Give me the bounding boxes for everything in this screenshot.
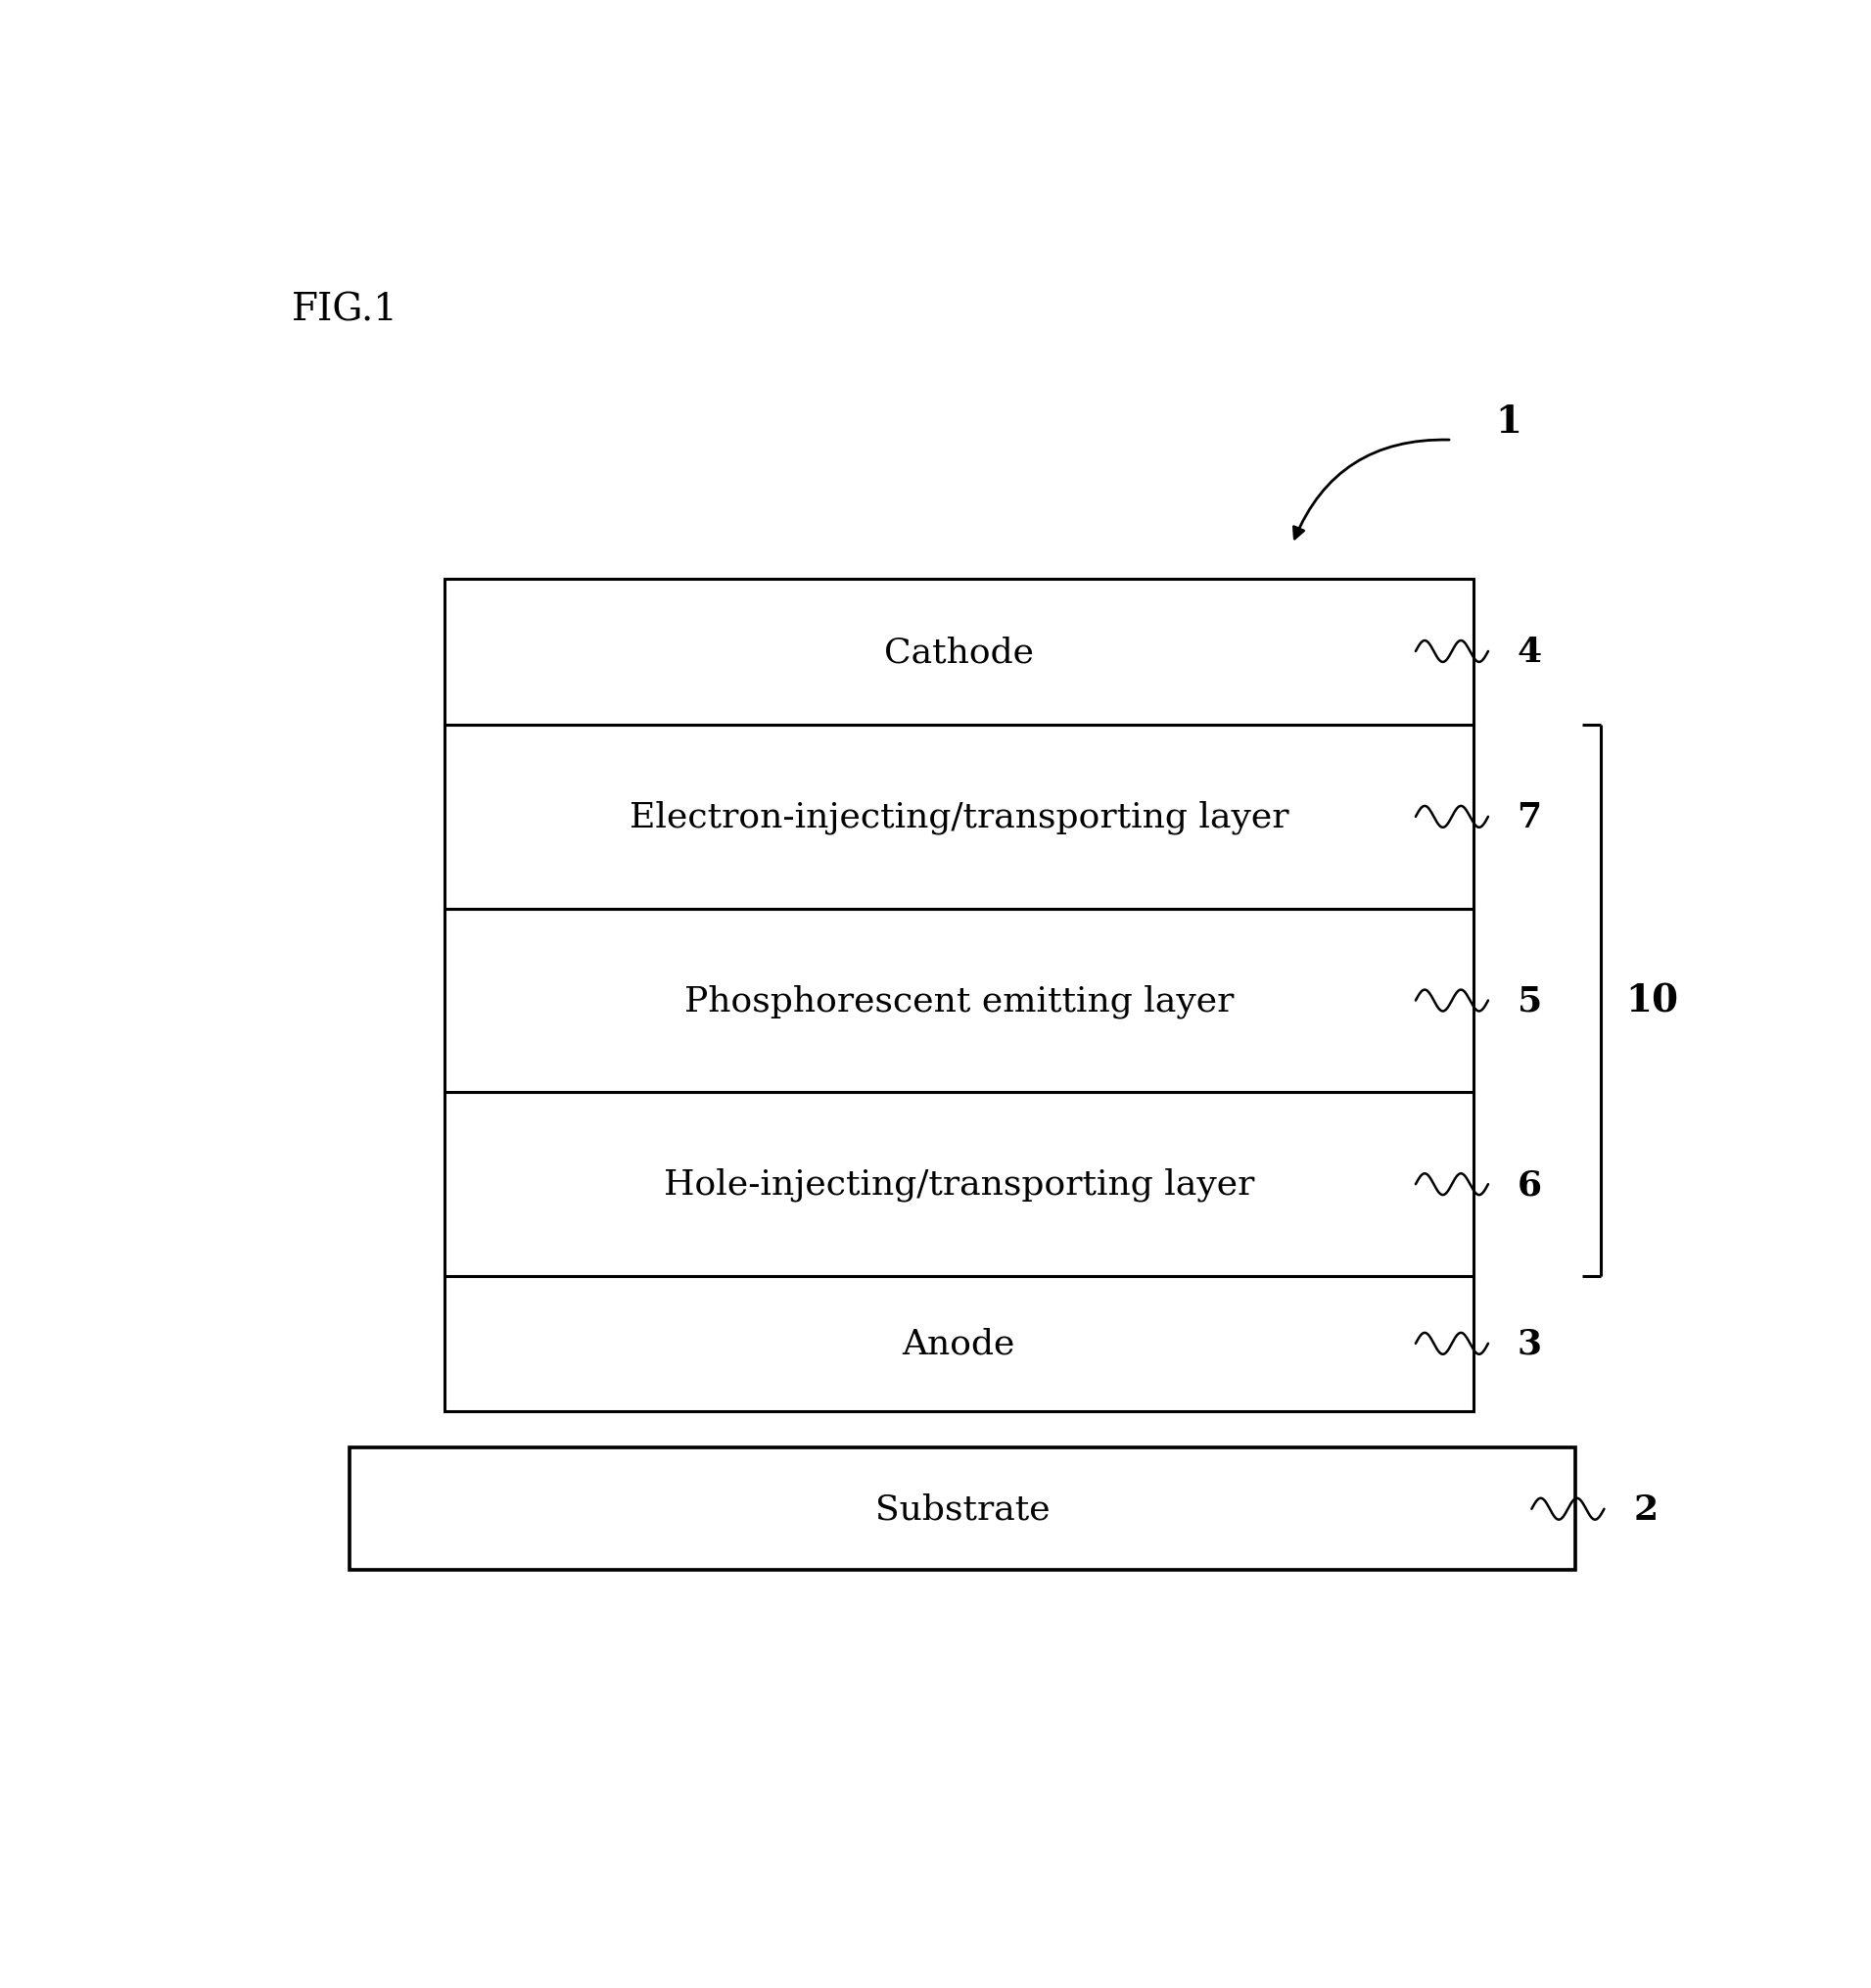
Text: 6: 6 bbox=[1517, 1167, 1542, 1201]
Text: Anode: Anode bbox=[902, 1328, 1016, 1360]
Text: FIG.1: FIG.1 bbox=[292, 292, 399, 328]
Text: 3: 3 bbox=[1517, 1328, 1542, 1360]
Bar bbox=[443, 580, 1474, 726]
Text: 2: 2 bbox=[1633, 1493, 1658, 1525]
Text: Cathode: Cathode bbox=[883, 636, 1035, 670]
Text: 1: 1 bbox=[1495, 404, 1521, 441]
Bar bbox=[443, 726, 1474, 909]
Bar bbox=[443, 909, 1474, 1093]
Text: 4: 4 bbox=[1517, 636, 1542, 668]
Text: Electron-injecting/transporting layer: Electron-injecting/transporting layer bbox=[629, 801, 1289, 835]
Bar bbox=[443, 1276, 1474, 1411]
Bar bbox=[443, 1093, 1474, 1276]
Text: 7: 7 bbox=[1517, 801, 1542, 833]
Text: Substrate: Substrate bbox=[876, 1493, 1050, 1525]
Text: 10: 10 bbox=[1626, 982, 1678, 1020]
Text: Phosphorescent emitting layer: Phosphorescent emitting layer bbox=[685, 984, 1233, 1018]
Bar bbox=[350, 1447, 1575, 1571]
Text: 5: 5 bbox=[1517, 984, 1542, 1018]
Text: Hole-injecting/transporting layer: Hole-injecting/transporting layer bbox=[664, 1167, 1254, 1201]
